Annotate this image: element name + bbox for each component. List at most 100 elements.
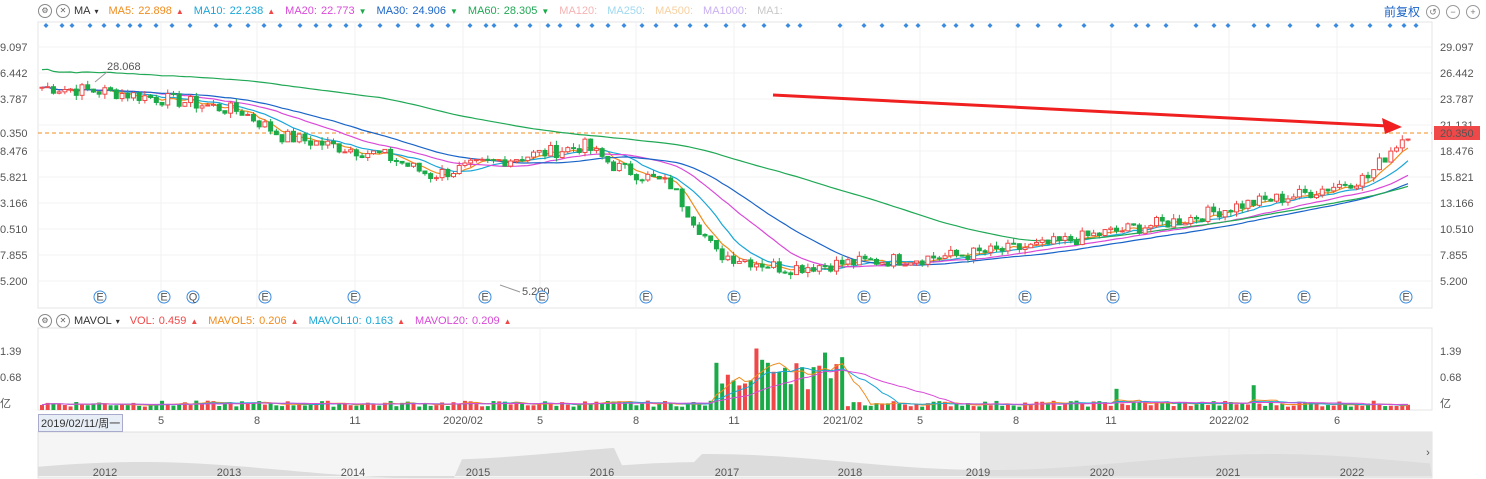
volume-bar[interactable]: [1165, 402, 1170, 410]
volume-bar[interactable]: [828, 378, 833, 410]
volume-bar[interactable]: [1234, 404, 1239, 410]
candle-body[interactable]: [1256, 195, 1262, 206]
volume-bar[interactable]: [1406, 404, 1410, 410]
event-dot-marker[interactable]: [575, 23, 581, 28]
candle-body[interactable]: [1296, 188, 1302, 198]
volume-bar[interactable]: [943, 401, 948, 410]
event-dot-marker[interactable]: [527, 23, 533, 28]
volume-bar[interactable]: [274, 405, 279, 410]
event-dot-marker[interactable]: [1265, 23, 1271, 28]
volume-bar[interactable]: [434, 405, 439, 410]
volume-bar[interactable]: [1394, 405, 1399, 410]
event-dot-marker[interactable]: [261, 23, 267, 28]
candle-body[interactable]: [1302, 188, 1308, 193]
volume-bar[interactable]: [1337, 401, 1342, 410]
candle-body[interactable]: [525, 156, 531, 162]
volume-bar[interactable]: [268, 403, 273, 410]
candle-body[interactable]: [1388, 150, 1394, 163]
event-dot-marker[interactable]: [43, 23, 49, 28]
volume-bar[interactable]: [422, 402, 427, 410]
volume-bar[interactable]: [377, 405, 382, 410]
volume-bar[interactable]: [1228, 402, 1233, 410]
candle-body[interactable]: [1142, 227, 1148, 234]
volume-bar[interactable]: [451, 402, 456, 410]
candle-body[interactable]: [205, 104, 211, 107]
event-dot-marker[interactable]: [87, 23, 93, 28]
candle-body[interactable]: [90, 88, 96, 93]
volume-bar[interactable]: [1211, 401, 1216, 410]
candle-body[interactable]: [468, 159, 474, 164]
volume-bar[interactable]: [308, 404, 313, 410]
candle-body[interactable]: [1033, 241, 1039, 245]
volume-bar[interactable]: [542, 401, 547, 410]
candle-body[interactable]: [1331, 186, 1337, 192]
volume-bar[interactable]: [1143, 402, 1148, 410]
candle-body[interactable]: [571, 147, 577, 150]
candle-body[interactable]: [628, 163, 634, 176]
candle-body[interactable]: [536, 149, 542, 153]
candle-body[interactable]: [1148, 225, 1154, 229]
volume-bar[interactable]: [1205, 405, 1210, 410]
volume-bar[interactable]: [502, 401, 507, 410]
candle-body[interactable]: [1251, 199, 1257, 206]
candle-body[interactable]: [142, 95, 148, 101]
event-marker-circle[interactable]: [347, 290, 361, 304]
event-dot-marker[interactable]: [513, 23, 519, 28]
candle-body[interactable]: [1079, 230, 1085, 246]
volume-bar[interactable]: [840, 357, 845, 410]
candle-body[interactable]: [210, 103, 216, 106]
candle-body[interactable]: [771, 261, 777, 268]
candle-body[interactable]: [1005, 242, 1011, 252]
volume-bar[interactable]: [1371, 400, 1376, 410]
candle-body[interactable]: [971, 247, 977, 260]
candle-body[interactable]: [119, 93, 125, 100]
candle-body[interactable]: [1285, 198, 1291, 203]
volume-bar[interactable]: [1348, 406, 1353, 410]
volume-bar[interactable]: [777, 371, 782, 410]
candle-body[interactable]: [485, 158, 491, 161]
event-dot-marker[interactable]: [1315, 23, 1321, 28]
candle-body[interactable]: [62, 89, 68, 93]
volume-bar[interactable]: [428, 405, 433, 410]
candle-body[interactable]: [673, 188, 679, 191]
volume-bar[interactable]: [1125, 405, 1130, 410]
volume-bar[interactable]: [800, 367, 805, 410]
candle-body[interactable]: [1028, 243, 1034, 249]
volume-bar[interactable]: [440, 402, 445, 410]
candle-body[interactable]: [799, 265, 805, 273]
volume-bar[interactable]: [891, 401, 896, 410]
volume-bar[interactable]: [1085, 406, 1090, 410]
candle-body[interactable]: [822, 265, 828, 268]
event-marker-circle[interactable]: [1399, 290, 1413, 304]
event-marker-circle[interactable]: [1018, 290, 1032, 304]
candle-body[interactable]: [1114, 227, 1120, 232]
event-dot-marker[interactable]: [343, 23, 349, 28]
event-dot-marker[interactable]: [969, 23, 975, 28]
volume-bar[interactable]: [1023, 402, 1028, 410]
candle-body[interactable]: [56, 91, 62, 94]
candle-body[interactable]: [439, 168, 445, 179]
event-dot-marker[interactable]: [797, 23, 803, 28]
volume-bar[interactable]: [160, 400, 165, 410]
volume-bar[interactable]: [514, 401, 519, 410]
event-dot-marker[interactable]: [297, 23, 303, 28]
volume-bar[interactable]: [988, 405, 993, 410]
event-marker-circle[interactable]: [857, 290, 871, 304]
candle-body[interactable]: [153, 96, 159, 103]
event-dot-marker[interactable]: [785, 23, 791, 28]
candle-body[interactable]: [1096, 232, 1102, 236]
candle-body[interactable]: [988, 245, 994, 253]
candle-body[interactable]: [645, 173, 651, 181]
event-dot-marker[interactable]: [213, 23, 219, 28]
event-dot-marker[interactable]: [1401, 23, 1407, 28]
candle-body[interactable]: [679, 188, 685, 208]
candle-body[interactable]: [616, 162, 622, 172]
volume-bar[interactable]: [600, 403, 605, 410]
candle-body[interactable]: [1314, 194, 1320, 199]
event-dot-marker[interactable]: [723, 23, 729, 28]
event-dot-marker[interactable]: [415, 23, 421, 28]
event-dot-marker[interactable]: [915, 23, 921, 28]
candle-body[interactable]: [982, 250, 988, 253]
volume-bar[interactable]: [331, 406, 336, 410]
